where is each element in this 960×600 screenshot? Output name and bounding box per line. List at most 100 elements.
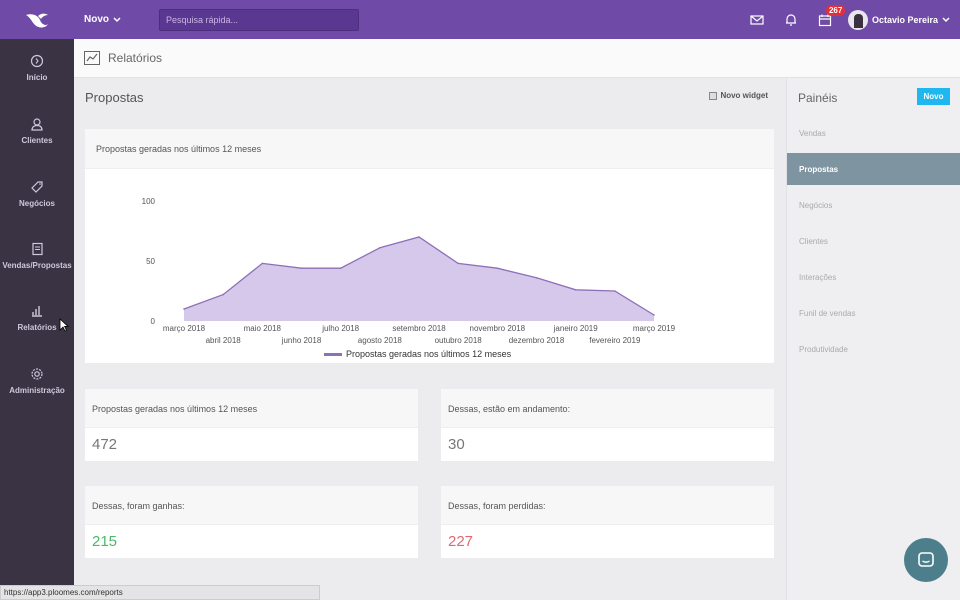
sidebar-item-relatorios[interactable]: Relatórios <box>0 304 74 332</box>
panel-item[interactable]: Clientes <box>799 237 828 246</box>
x-tick-label: setembro 2018 <box>392 324 446 333</box>
top-bar: Novo 267 Octavio Pereira <box>0 0 960 39</box>
x-tick-label: junho 2018 <box>281 336 322 345</box>
panel-item[interactable]: Interações <box>799 273 837 282</box>
x-tick-label: março 2018 <box>163 324 206 333</box>
page-title: Relatórios <box>108 51 163 65</box>
home-icon <box>30 54 44 68</box>
stat-label: Dessas, foram ganhas: <box>85 486 418 525</box>
panels-title: Painéis <box>798 91 838 105</box>
new-menu[interactable]: Novo <box>84 14 121 25</box>
chart-card: Propostas geradas nos últimos 12 meses 0… <box>85 129 774 363</box>
data-point <box>614 290 616 292</box>
gear-icon <box>31 368 43 380</box>
data-point <box>339 267 342 269</box>
x-tick-label: dezembro 2018 <box>509 336 565 345</box>
data-point <box>379 247 381 249</box>
data-point <box>457 262 459 265</box>
sidebar-item-label: Vendas/Propostas <box>2 261 72 270</box>
notifications-button[interactable] <box>774 0 808 39</box>
sidebar-item-clientes[interactable]: Clientes <box>0 117 74 145</box>
stat-label: Dessas, estão em andamento: <box>441 389 774 428</box>
data-point <box>183 308 185 310</box>
data-point <box>300 267 303 269</box>
new-widget-button[interactable]: Novo widget <box>709 91 768 100</box>
calendar-badge: 267 <box>825 5 846 16</box>
user-menu[interactable]: Octavio Pereira <box>842 9 960 30</box>
new-widget-label: Novo widget <box>720 91 768 100</box>
x-tick-label: março 2019 <box>633 324 676 333</box>
sidebar-item-vendas-propostas[interactable]: Vendas/Propostas <box>0 242 74 270</box>
app-logo[interactable] <box>0 0 74 39</box>
page-header: Relatórios <box>74 39 960 78</box>
document-icon <box>32 242 43 256</box>
panels-sidebar: Painéis Novo Vendas Propostas Negócios Clie… <box>786 78 960 600</box>
sidebar: Início Clientes Negócios Vendas/Proposta… <box>0 39 74 600</box>
sidebar-item-administracao[interactable]: Administração <box>0 367 74 395</box>
data-point <box>535 277 538 279</box>
chat-icon <box>918 552 934 567</box>
data-point <box>261 262 264 265</box>
panel-item[interactable]: Vendas <box>799 129 826 138</box>
grid-icon <box>709 91 718 100</box>
x-tick-label: agosto 2018 <box>358 336 403 345</box>
avatar <box>847 9 868 30</box>
calendar-button[interactable]: 267 <box>808 0 846 39</box>
mail-button[interactable] <box>740 0 774 39</box>
data-point <box>222 293 224 296</box>
stat-label: Dessas, foram perdidas: <box>441 486 774 525</box>
x-tick-label: outubro 2018 <box>435 336 483 345</box>
panel-item[interactable]: Propostas <box>787 153 960 185</box>
y-tick-label: 0 <box>151 317 156 326</box>
new-panel-button[interactable]: Novo <box>917 88 950 105</box>
legend-label: Propostas geradas nos últimos 12 meses <box>346 349 512 359</box>
sidebar-item-label: Negócios <box>18 199 55 208</box>
y-tick-label: 50 <box>146 257 155 266</box>
quick-search-input[interactable] <box>159 8 359 31</box>
stat-card-in-progress: Dessas, estão em andamento: 30 <box>441 389 774 461</box>
stat-card-won: Dessas, foram ganhas: 215 <box>85 486 418 558</box>
sidebar-item-label: Relatórios <box>17 323 57 332</box>
user-icon <box>31 118 43 131</box>
x-tick-label: maio 2018 <box>244 324 282 333</box>
sidebar-item-negocios[interactable]: Negócios <box>0 180 74 208</box>
stat-card-total: Propostas geradas nos últimos 12 meses 4… <box>85 389 418 461</box>
legend-swatch <box>324 353 342 356</box>
y-tick-label: 100 <box>142 197 156 206</box>
chevron-down-icon <box>942 16 950 22</box>
x-tick-label: abril 2018 <box>206 336 242 345</box>
chat-button[interactable] <box>904 538 948 582</box>
bell-icon <box>785 13 796 26</box>
main-content: Propostas Novo widget Propostas geradas … <box>74 78 786 600</box>
logo-icon <box>26 13 48 28</box>
sidebar-item-inicio[interactable]: Início <box>0 54 74 82</box>
data-point <box>496 267 499 269</box>
chart-card-title: Propostas geradas nos últimos 12 meses <box>85 129 774 169</box>
data-point <box>574 289 577 291</box>
stat-value: 472 <box>92 436 118 453</box>
new-menu-label: Novo <box>84 14 109 25</box>
sidebar-item-label: Início <box>26 73 48 82</box>
stat-value: 227 <box>448 533 474 550</box>
sidebar-item-label: Administração <box>9 386 65 395</box>
stat-label: Propostas geradas nos últimos 12 meses <box>85 389 418 428</box>
mouse-cursor-icon <box>59 318 69 332</box>
panel-item[interactable]: Produtividade <box>799 345 848 354</box>
data-point <box>418 236 420 238</box>
chart-icon <box>32 306 42 317</box>
x-tick-label: fevereiro 2019 <box>589 336 641 345</box>
chart-icon <box>84 51 100 65</box>
stat-value: 30 <box>448 436 465 453</box>
user-name: Octavio Pereira <box>871 14 938 25</box>
tag-icon <box>31 181 43 193</box>
panel-item[interactable]: Negócios <box>799 201 833 210</box>
panel-item[interactable]: Funil de vendas <box>799 309 856 318</box>
status-url: https://app3.ploomes.com/reports <box>0 585 320 600</box>
series-area <box>184 237 654 321</box>
data-point <box>653 314 655 316</box>
section-title: Propostas <box>85 90 144 105</box>
x-tick-label: novembro 2018 <box>470 324 526 333</box>
x-tick-label: julho 2018 <box>321 324 359 333</box>
chevron-down-icon <box>113 16 121 22</box>
